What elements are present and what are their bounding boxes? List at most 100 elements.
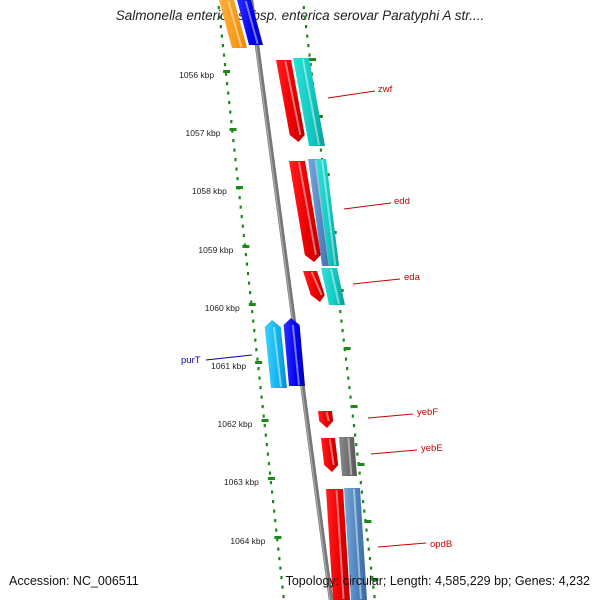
inner-tick-dot (221, 44, 225, 48)
outer-tick-dot (358, 471, 361, 475)
gene-highlight (310, 271, 323, 296)
gene-feature[interactable] (316, 159, 339, 266)
gene-feature[interactable] (289, 161, 321, 262)
inner-tick-dot (245, 262, 249, 266)
inner-tick-dot (241, 224, 244, 228)
backbone-line (248, 0, 334, 600)
outer-tick-dot (368, 557, 372, 561)
gene-leader-line (343, 202, 392, 210)
tick-mark (248, 303, 256, 306)
inner-tick-dot (261, 405, 264, 409)
genome-summary-text: Topology: circular; Length: 4,585,229 bp… (285, 574, 590, 588)
outer-tick-mark (364, 520, 372, 523)
tick-mark (235, 186, 243, 189)
gene-label-opdB[interactable]: opdB (430, 539, 452, 550)
outer-tick-dot (348, 386, 351, 390)
tick-mark (242, 245, 250, 248)
outer-tick-dot (346, 367, 349, 371)
gene-label-eda[interactable]: eda (404, 272, 421, 283)
inner-tick-dot (256, 357, 259, 361)
inner-tick-dot (249, 291, 252, 295)
outer-tick-mark (357, 463, 365, 466)
gene-feature[interactable] (264, 320, 287, 388)
inner-tick-dot (246, 272, 250, 276)
gene-label-yebE[interactable]: yebE (421, 443, 443, 454)
inner-tick-dot (226, 82, 229, 86)
gene-feature[interactable] (321, 268, 345, 305)
outer-tick-dot (363, 509, 366, 513)
gene-feature[interactable] (344, 488, 367, 600)
outer-tick-dot (307, 44, 310, 48)
gene-feature[interactable] (276, 60, 305, 142)
inner-tick-dot (217, 6, 220, 10)
outer-tick-dot (349, 395, 352, 399)
inner-tick-dot (275, 528, 278, 532)
gene-feature[interactable] (318, 411, 334, 428)
inner-tick-dot (280, 576, 283, 580)
gene-highlight (352, 488, 362, 600)
gene-highlight (301, 58, 320, 146)
outer-tick-dot (356, 452, 359, 456)
outer-tick-dot (302, 6, 305, 10)
gene-leader-line (327, 90, 376, 99)
inner-tick-dot (276, 538, 279, 542)
gene-feature[interactable] (219, 0, 247, 48)
gene-feature[interactable] (326, 489, 350, 600)
tick-label: 1064 kbp (230, 536, 265, 546)
outer-tick-dot (366, 538, 369, 542)
tick-label: 1060 kbp (205, 303, 240, 313)
gene-feature[interactable] (283, 318, 305, 386)
inner-tick-dot (238, 196, 241, 200)
tick-mark (223, 70, 231, 73)
gene-feature[interactable] (303, 271, 325, 302)
inner-tick-dot (232, 139, 235, 143)
inner-tick-dot (267, 462, 271, 466)
inner-tick-dot (263, 424, 266, 428)
inner-tick-dot (254, 338, 257, 342)
inner-tick-dot (230, 120, 233, 124)
gene-leader-line (352, 278, 401, 285)
inner-tick-dot (236, 177, 239, 181)
inner-tick-dot (235, 167, 238, 171)
inner-tick-dot (270, 490, 274, 494)
outer-tick-dot (319, 148, 323, 152)
outer-tick-dot (351, 414, 354, 418)
inner-tick-dot (231, 129, 234, 133)
inner-tick-dot (251, 310, 254, 314)
inner-tick-dot (253, 329, 256, 333)
inner-tick-dot (233, 148, 236, 152)
gene-highlight (335, 489, 345, 600)
outer-tick-dot (362, 500, 365, 504)
gene-highlight (244, 0, 259, 45)
gene-feature[interactable] (237, 0, 263, 45)
tick-mark (255, 361, 263, 364)
backbone-highlight (249, 0, 331, 600)
tick-mark (261, 419, 269, 422)
inner-tick-dot (279, 566, 282, 570)
inner-tick-dot (265, 443, 268, 447)
gene-label-edd[interactable]: edd (394, 196, 410, 207)
inner-tick-dot (239, 205, 242, 209)
gene-highlight (325, 411, 330, 422)
outer-tick-dot (339, 310, 342, 314)
gene-feature[interactable] (339, 437, 357, 476)
gene-leader-line (377, 542, 427, 548)
gene-leader-line (205, 354, 253, 361)
gene-label-purT[interactable]: purT (181, 355, 201, 366)
inner-tick-dot (268, 471, 272, 475)
tick-mark (229, 128, 237, 131)
gene-label-yebF[interactable]: yebF (417, 407, 438, 418)
gene-feature[interactable] (293, 58, 325, 146)
outer-tick-dot (340, 319, 343, 323)
inner-tick-dot (227, 91, 230, 95)
outer-tick-dot (305, 25, 308, 29)
inner-tick-dot (272, 500, 275, 504)
outer-tick-dot (371, 576, 374, 580)
inner-tick-dot (224, 72, 228, 76)
inner-tick-dot (259, 386, 262, 390)
gene-feature[interactable] (321, 438, 339, 472)
outer-tick-dot (365, 528, 368, 532)
tick-label: 1061 kbp (211, 361, 246, 371)
gene-label-zwf[interactable]: zwf (378, 84, 393, 95)
accession-text: Accession: NC_006511 (9, 574, 139, 588)
